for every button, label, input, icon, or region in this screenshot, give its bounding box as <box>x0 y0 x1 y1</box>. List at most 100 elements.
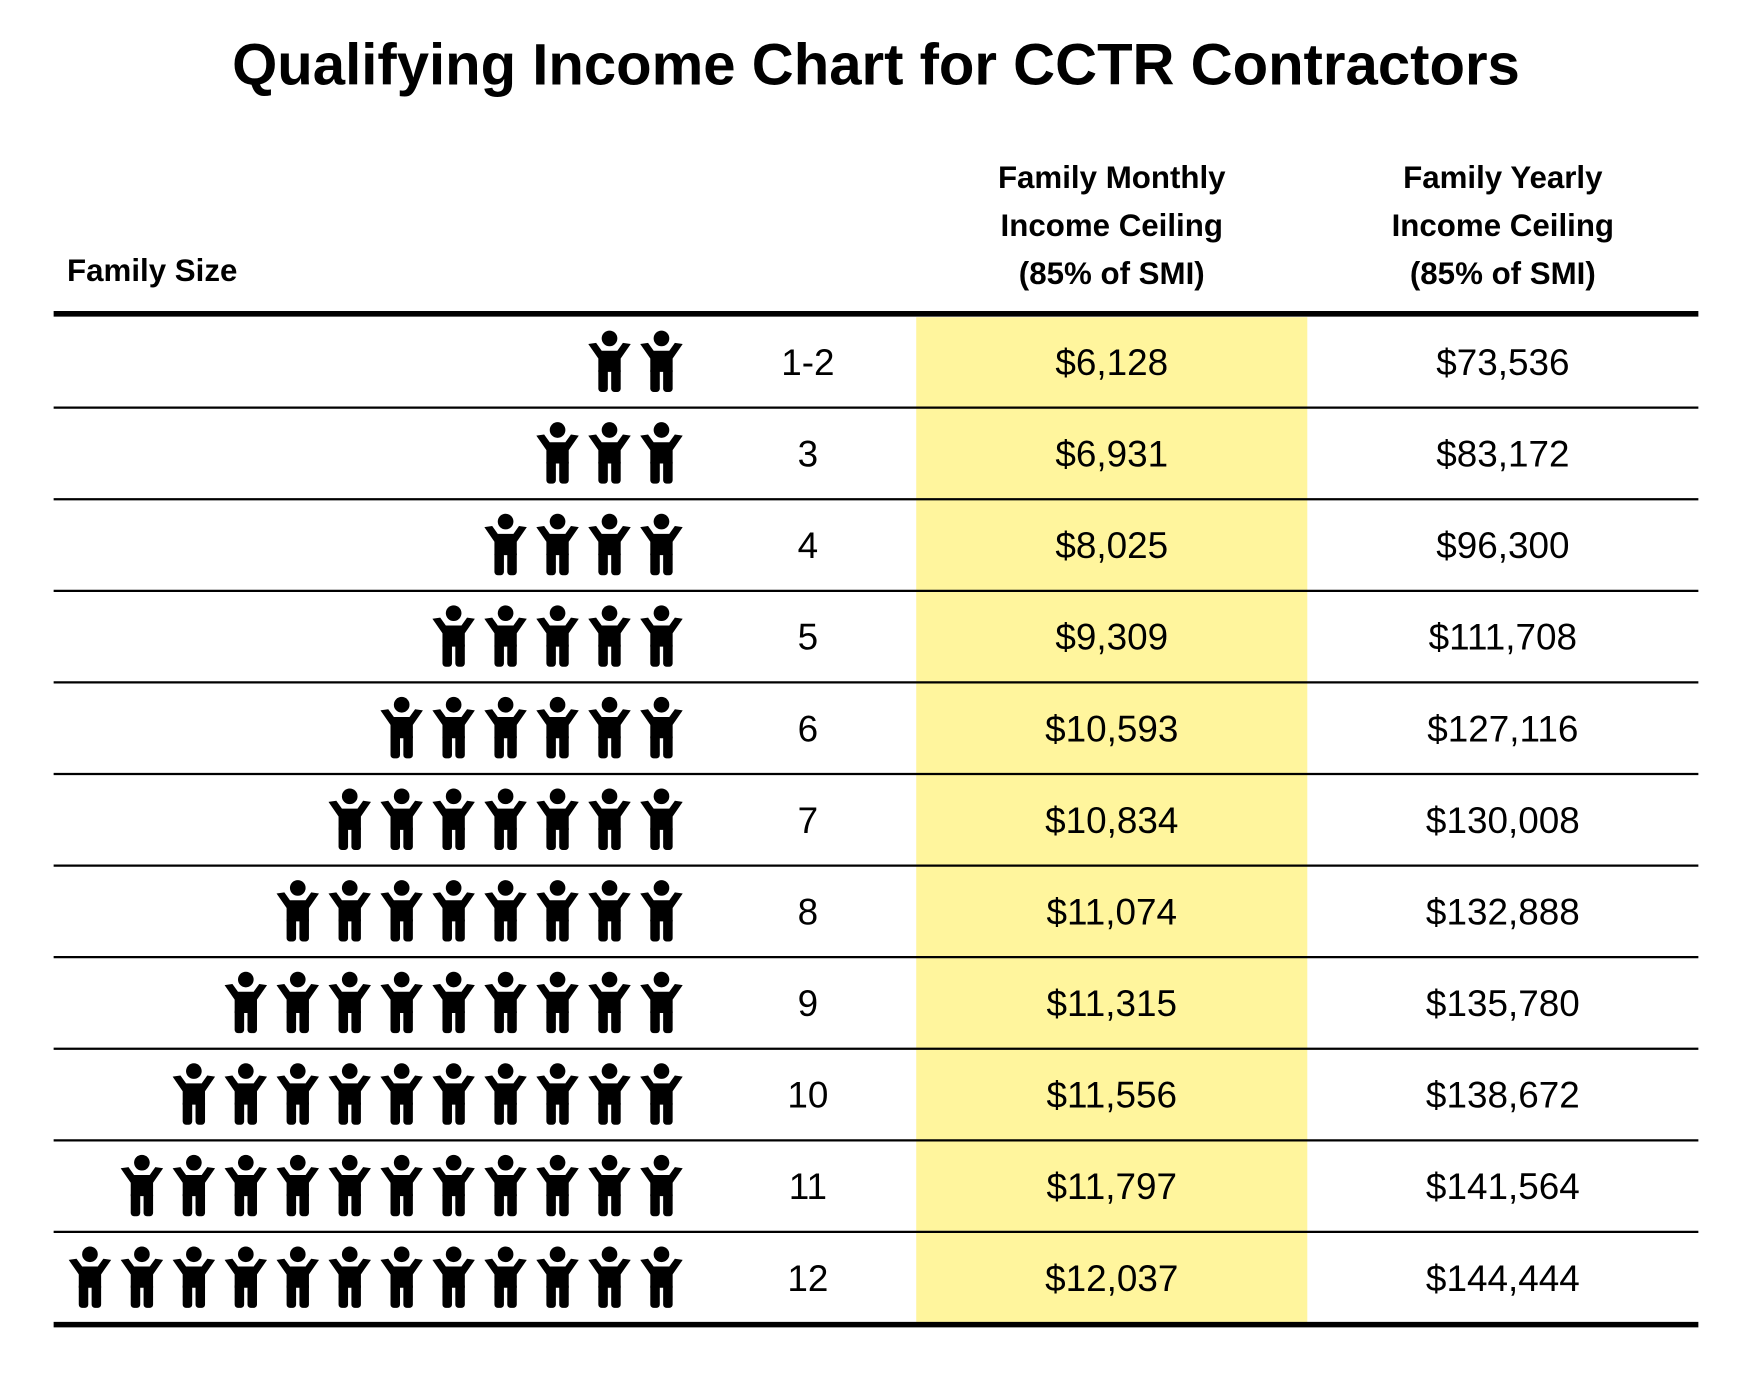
person-icon <box>640 971 683 1034</box>
person-icon <box>224 1246 268 1308</box>
person-icon <box>432 696 475 759</box>
person-icon <box>380 971 423 1034</box>
yearly-ceiling: $127,116 <box>1427 708 1578 749</box>
family-size: 9 <box>798 983 819 1024</box>
person-icon <box>640 880 683 942</box>
monthly-ceiling: $6,931 <box>1055 434 1168 475</box>
yearly-ceiling: $138,672 <box>1426 1075 1580 1116</box>
person-icon <box>536 513 579 576</box>
person-icon <box>484 1246 527 1308</box>
person-icon <box>276 880 320 942</box>
highlight-column <box>916 317 1308 1323</box>
monthly-ceiling: $12,037 <box>1045 1258 1178 1299</box>
family-size: 6 <box>798 708 819 749</box>
person-icon <box>588 1154 631 1217</box>
monthly-ceiling: $6,128 <box>1055 342 1168 383</box>
person-icon <box>640 1063 683 1125</box>
person-icon <box>536 1246 579 1308</box>
person-icon <box>484 605 527 667</box>
person-icon <box>588 513 631 576</box>
yearly-ceiling: $83,172 <box>1436 434 1569 475</box>
yearly-ceiling: $141,564 <box>1426 1166 1580 1207</box>
person-icon <box>484 880 527 942</box>
monthly-ceiling: $11,556 <box>1046 1075 1177 1116</box>
person-icon <box>172 1063 216 1125</box>
person-icon <box>588 422 631 484</box>
person-icon <box>432 788 475 850</box>
person-icon <box>536 1154 579 1217</box>
monthly-ceiling: $10,834 <box>1045 800 1178 841</box>
person-icon <box>536 696 579 759</box>
monthly-ceiling: $11,797 <box>1046 1166 1177 1207</box>
person-icon <box>536 971 579 1034</box>
person-icon <box>588 605 631 667</box>
family-size: 3 <box>798 434 819 475</box>
yearly-ceiling: $130,008 <box>1426 800 1580 841</box>
monthly-ceiling: $11,315 <box>1046 983 1177 1024</box>
monthly-ceiling: $8,025 <box>1055 525 1168 566</box>
person-icon <box>172 1154 216 1217</box>
person-icon <box>224 971 268 1034</box>
person-icon <box>120 1154 164 1217</box>
person-icon <box>484 1063 527 1125</box>
person-icon <box>588 1063 631 1125</box>
person-icon <box>432 1154 475 1217</box>
person-icon <box>484 696 527 759</box>
person-icon <box>380 1246 423 1308</box>
family-size: 5 <box>798 617 819 658</box>
family-size-header: Family Size <box>67 253 237 288</box>
person-icon <box>432 880 475 942</box>
person-icon <box>432 1063 475 1125</box>
monthly-ceiling: $9,309 <box>1055 617 1168 658</box>
monthly-header-line: (85% of SMI) <box>1019 256 1205 291</box>
person-icon <box>224 1154 268 1217</box>
person-icon <box>588 330 631 393</box>
monthly-header-line: Income Ceiling <box>1001 208 1223 243</box>
title: Qualifying Income Chart for CCTR Contrac… <box>232 33 1520 98</box>
family-size: 8 <box>798 891 819 932</box>
yearly-header-line: Income Ceiling <box>1392 208 1614 243</box>
person-icon <box>224 1063 268 1125</box>
person-icon <box>276 971 320 1034</box>
person-icon <box>484 513 527 576</box>
person-icon <box>380 696 423 759</box>
person-icon <box>640 1246 683 1308</box>
person-icon <box>588 880 631 942</box>
person-icon <box>588 1246 631 1308</box>
person-icon <box>328 1063 371 1125</box>
person-icon <box>380 788 423 850</box>
person-icon <box>328 1246 371 1308</box>
family-size: 7 <box>798 800 819 841</box>
person-icon <box>536 605 579 667</box>
person-icon <box>276 1063 320 1125</box>
person-icon <box>172 1246 216 1308</box>
person-icon <box>484 1154 527 1217</box>
yearly-ceiling: $73,536 <box>1436 342 1569 383</box>
person-icon <box>588 696 631 759</box>
family-size: 4 <box>798 525 819 566</box>
person-icon <box>484 788 527 850</box>
person-icon <box>380 880 423 942</box>
person-icon <box>640 422 683 484</box>
person-icon <box>640 513 683 576</box>
person-icon <box>536 880 579 942</box>
person-icon <box>536 1063 579 1125</box>
person-icon <box>536 788 579 850</box>
yearly-ceiling: $132,888 <box>1426 891 1580 932</box>
person-icon <box>380 1154 423 1217</box>
family-size: 10 <box>787 1075 828 1116</box>
person-icon <box>328 971 371 1034</box>
person-icon <box>276 1246 320 1308</box>
person-icon <box>328 1154 371 1217</box>
monthly-ceiling: $11,074 <box>1046 891 1177 932</box>
person-icon <box>432 1246 475 1308</box>
person-icon <box>328 788 371 850</box>
person-icon <box>536 422 579 484</box>
monthly-ceiling: $10,593 <box>1045 708 1178 749</box>
person-icon <box>588 788 631 850</box>
person-icon <box>640 696 683 759</box>
yearly-ceiling: $144,444 <box>1426 1258 1580 1299</box>
person-icon <box>432 971 475 1034</box>
